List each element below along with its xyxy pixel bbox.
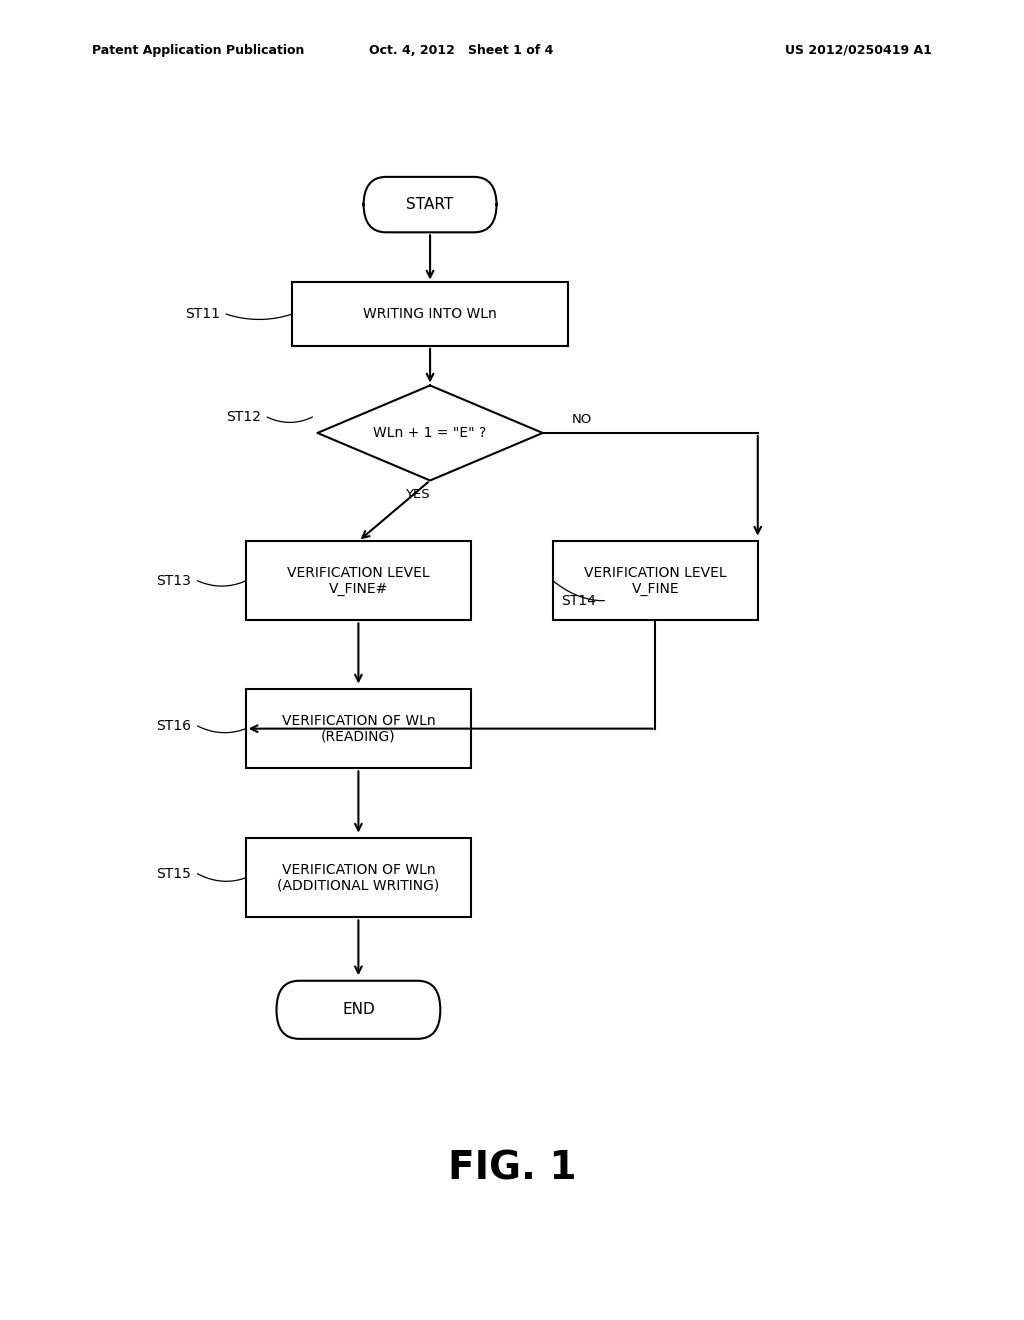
Bar [292, 282, 568, 346]
FancyBboxPatch shape [364, 177, 497, 232]
Text: ST12: ST12 [226, 411, 261, 424]
Text: WLn + 1 = "E" ?: WLn + 1 = "E" ? [374, 426, 486, 440]
Bar [246, 541, 471, 620]
Text: WRITING INTO WLn: WRITING INTO WLn [364, 308, 497, 321]
Text: START: START [407, 197, 454, 213]
Text: VERIFICATION LEVEL
V_FINE#: VERIFICATION LEVEL V_FINE# [287, 566, 430, 595]
Text: VERIFICATION OF WLn
(READING): VERIFICATION OF WLn (READING) [282, 714, 435, 743]
Text: Oct. 4, 2012   Sheet 1 of 4: Oct. 4, 2012 Sheet 1 of 4 [369, 44, 553, 57]
Text: ST14: ST14 [561, 594, 596, 607]
Bar [246, 838, 471, 917]
Bar [553, 541, 758, 620]
Text: FIG. 1: FIG. 1 [447, 1150, 577, 1187]
Text: END: END [342, 1002, 375, 1018]
Text: VERIFICATION LEVEL
V_FINE: VERIFICATION LEVEL V_FINE [584, 566, 727, 595]
Text: Patent Application Publication: Patent Application Publication [92, 44, 304, 57]
Bar [246, 689, 471, 768]
Text: VERIFICATION OF WLn
(ADDITIONAL WRITING): VERIFICATION OF WLn (ADDITIONAL WRITING) [278, 863, 439, 892]
Text: US 2012/0250419 A1: US 2012/0250419 A1 [785, 44, 932, 57]
Text: ST11: ST11 [185, 308, 220, 321]
Polygon shape [317, 385, 543, 480]
Text: ST15: ST15 [157, 867, 191, 880]
FancyBboxPatch shape [276, 981, 440, 1039]
Text: YES: YES [406, 488, 430, 502]
Text: NO: NO [571, 413, 592, 426]
Text: ST13: ST13 [157, 574, 191, 587]
Text: ST16: ST16 [157, 719, 191, 733]
